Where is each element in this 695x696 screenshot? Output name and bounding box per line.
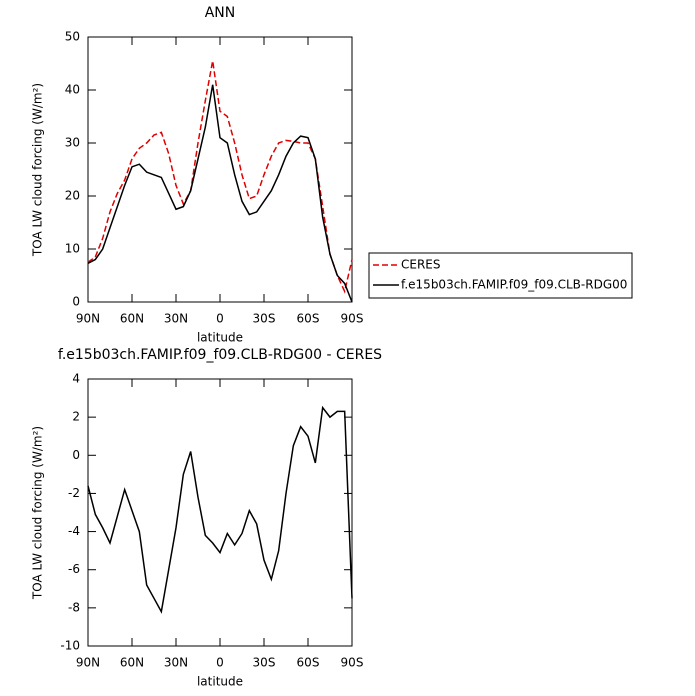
y-tick-label: -8 [68,600,80,614]
data-line [87,60,353,294]
legend-label: CERES [401,258,441,272]
x-tick-label: 60S [297,656,320,670]
chart-title: ANN [205,5,236,21]
y-tick-label: -10 [60,639,80,653]
x-tick-label: 90N [76,656,100,670]
x-tick-label: 0 [216,312,224,326]
x-tick-label: 60N [120,312,144,326]
plot-frame [87,36,353,303]
y-tick-label: 0 [72,448,80,462]
x-tick-label: 30N [164,312,188,326]
x-axis-label: latitude [197,331,243,345]
y-tick-label: 0 [72,295,80,309]
y-axis-label: TOA LW cloud forcing (W/m²) [31,83,45,257]
y-tick-label: -6 [68,562,80,576]
chart-title: f.e15b03ch.FAMIP.f09_f09.CLB-RDG00 - CER… [58,347,382,363]
x-tick-label: 60N [120,656,144,670]
y-tick-label: 40 [65,83,80,97]
data-line [87,405,353,614]
y-tick-label: 30 [65,136,80,150]
y-tick-label: 20 [65,189,80,203]
legend-label: f.e15b03ch.FAMIP.f09_f09.CLB-RDG00 [401,278,627,292]
x-tick-label: 90S [341,656,364,670]
x-tick-label: 0 [216,656,224,670]
y-tick-label: 4 [72,372,80,386]
y-tick-label: 50 [65,30,80,44]
x-tick-label: 30S [253,656,276,670]
x-tick-label: 60S [297,312,320,326]
y-tick-label: -2 [68,486,80,500]
plot-frame [87,378,353,647]
data-line [87,84,353,303]
y-axis-label: TOA LW cloud forcing (W/m²) [31,426,45,600]
legend-box [368,252,633,299]
x-tick-label: 90S [341,312,364,326]
y-tick-label: 2 [72,410,80,424]
x-tick-label: 30N [164,656,188,670]
x-tick-label: 30S [253,312,276,326]
x-tick-label: 90N [76,312,100,326]
y-tick-label: 10 [65,242,80,256]
x-axis-label: latitude [197,675,243,689]
y-tick-label: -4 [68,524,80,538]
